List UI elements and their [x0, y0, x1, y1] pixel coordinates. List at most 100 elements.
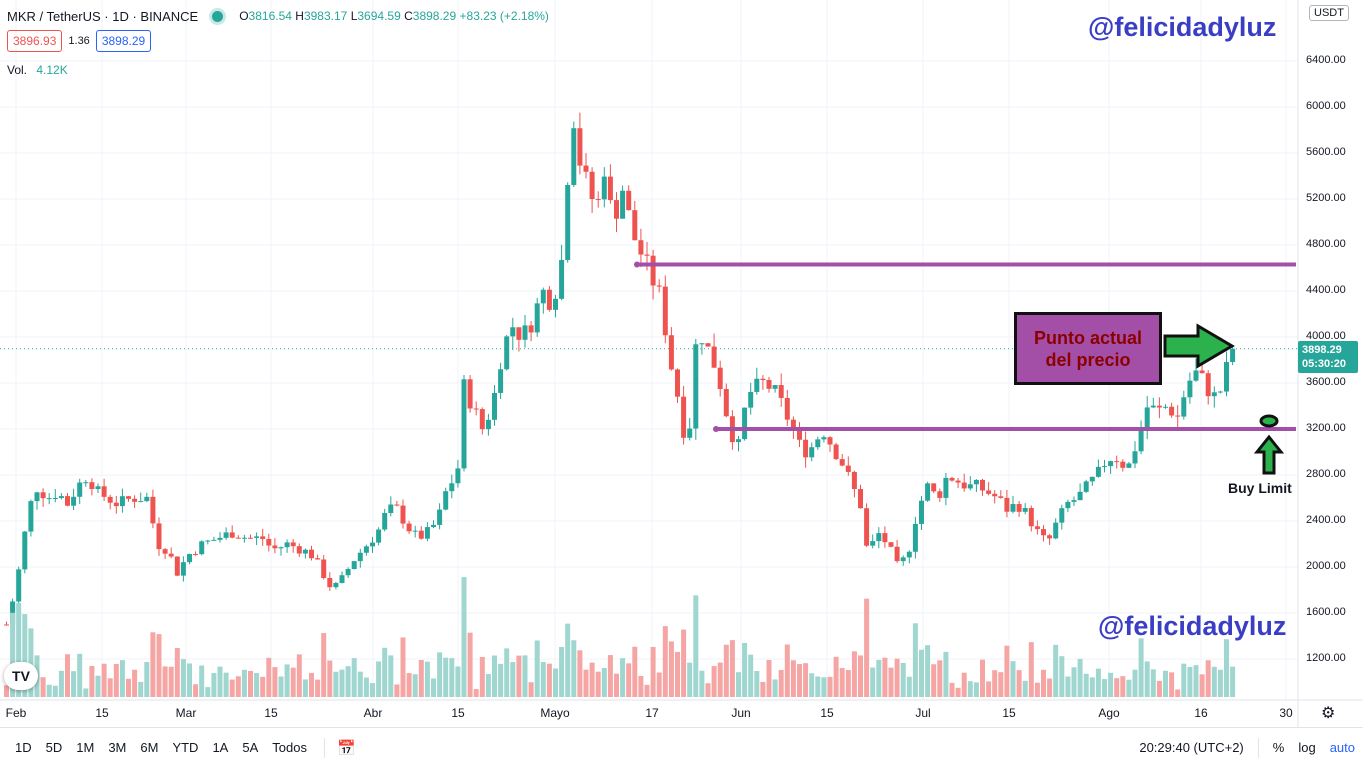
- annotation-line-1: Punto actual: [1033, 327, 1142, 348]
- currency-badge[interactable]: USDT: [1309, 5, 1349, 21]
- timeframe-button[interactable]: 3M: [108, 740, 127, 755]
- percent-toggle[interactable]: %: [1272, 740, 1285, 755]
- volume-bar: [1004, 645, 1010, 697]
- volume-bar: [1132, 669, 1138, 697]
- volume-bar: [150, 632, 156, 697]
- volume-bar: [699, 670, 705, 697]
- timeframe-button[interactable]: 1M: [76, 740, 95, 755]
- candle-body: [1041, 529, 1046, 536]
- current-price-value: 3898.29: [1302, 344, 1342, 356]
- candle-body: [644, 254, 650, 256]
- buy-button[interactable]: 3898.29: [95, 30, 152, 52]
- volume-bar: [736, 672, 741, 697]
- volume-bar: [248, 670, 253, 697]
- volume-bar: [437, 652, 443, 697]
- time-tick-label: Feb: [5, 706, 27, 720]
- candle-body: [107, 496, 113, 503]
- volume-bar: [943, 651, 949, 697]
- date-range-icon[interactable]: 📅: [336, 739, 356, 757]
- volume-bar: [1175, 689, 1181, 697]
- volume-bar: [1053, 644, 1059, 697]
- candle-body: [211, 539, 217, 541]
- volume-bar: [1163, 670, 1168, 697]
- price-tick-label: 5200.00: [1306, 192, 1346, 204]
- auto-toggle[interactable]: auto: [1329, 740, 1355, 755]
- candle-body: [1126, 463, 1132, 468]
- candle-body: [1175, 415, 1181, 417]
- log-toggle[interactable]: log: [1298, 740, 1316, 755]
- candle-body: [638, 240, 644, 255]
- timeframe-button[interactable]: 1D: [15, 740, 32, 755]
- candle-body: [1083, 481, 1089, 492]
- settings-gear-icon[interactable]: ⚙: [1321, 705, 1336, 722]
- candle-body: [839, 459, 845, 466]
- candle-body: [431, 524, 436, 528]
- volume-bar: [431, 678, 436, 697]
- volume-bar: [492, 655, 497, 697]
- tradingview-logo[interactable]: TV: [4, 662, 38, 690]
- volume-bar: [1126, 679, 1132, 697]
- volume-bar: [973, 682, 979, 697]
- volume-bar: [400, 637, 406, 697]
- volume-bar: [638, 675, 644, 697]
- candle-body: [95, 486, 101, 489]
- sell-button[interactable]: 3896.93: [7, 30, 63, 52]
- volume-bar: [888, 667, 894, 697]
- timeframe-button[interactable]: Todos: [272, 740, 307, 755]
- price-tick-label: 5600.00: [1306, 146, 1346, 158]
- volume-bar: [589, 662, 595, 697]
- candle-body: [949, 477, 955, 481]
- buy-limit-label[interactable]: Buy Limit: [1228, 480, 1292, 496]
- timeframe-button[interactable]: 5D: [45, 740, 63, 755]
- candle-body: [699, 343, 705, 345]
- symbol-title[interactable]: MKR / TetherUS · 1D · BINANCE: [7, 8, 199, 24]
- timeframe-button[interactable]: YTD: [172, 740, 199, 755]
- volume-bar: [510, 662, 516, 697]
- timeframe-button[interactable]: 5A: [242, 740, 259, 755]
- chart-canvas[interactable]: [0, 0, 1363, 727]
- volume-bar: [1022, 680, 1028, 697]
- buy-sell-panel: 3896.93 1.36 3898.29: [7, 30, 152, 52]
- volume-bar: [83, 688, 89, 697]
- volume-bar: [1205, 660, 1211, 697]
- volume-bar: [1095, 668, 1101, 697]
- candle-body: [254, 536, 260, 538]
- volume-bar: [620, 658, 626, 697]
- timeframe-button[interactable]: 6M: [140, 740, 159, 755]
- volume-bar: [455, 666, 461, 697]
- volume-bar: [174, 648, 180, 697]
- price-tick-label: 3600.00: [1306, 376, 1346, 388]
- volume-bar: [577, 650, 583, 697]
- candle-body: [858, 489, 863, 509]
- volume-bar: [485, 674, 491, 697]
- candle-body: [571, 128, 577, 185]
- candle-body: [528, 325, 534, 333]
- volume-bar: [1047, 678, 1053, 697]
- candle-body: [46, 498, 52, 500]
- volume-bar: [565, 623, 571, 697]
- annotation-box[interactable]: Punto actual del precio: [1014, 312, 1162, 385]
- candle-body: [1156, 405, 1162, 408]
- timeframe-button[interactable]: 1A: [212, 740, 229, 755]
- volume-bar: [278, 676, 284, 697]
- volume-bar: [760, 681, 766, 697]
- candle-body: [296, 546, 302, 554]
- candle-body: [516, 327, 522, 340]
- time-tick-label: Jun: [731, 706, 751, 720]
- candle-body: [967, 484, 973, 489]
- volume-bar: [559, 647, 565, 697]
- volume-bar: [864, 598, 870, 697]
- price-tick-label: 6400.00: [1306, 54, 1346, 66]
- volume-bar: [443, 657, 449, 697]
- arrow-up-icon: [1253, 434, 1285, 475]
- volume-bar: [809, 673, 815, 697]
- candle-body: [961, 482, 967, 489]
- volume-bar: [95, 675, 101, 697]
- volume-bar: [1108, 672, 1114, 697]
- volume-bar: [16, 603, 22, 697]
- clock-time[interactable]: 20:29:40 (UTC+2): [1139, 740, 1244, 755]
- volume-bar: [614, 673, 619, 697]
- volume-bar: [296, 654, 302, 697]
- volume-bar: [418, 660, 424, 697]
